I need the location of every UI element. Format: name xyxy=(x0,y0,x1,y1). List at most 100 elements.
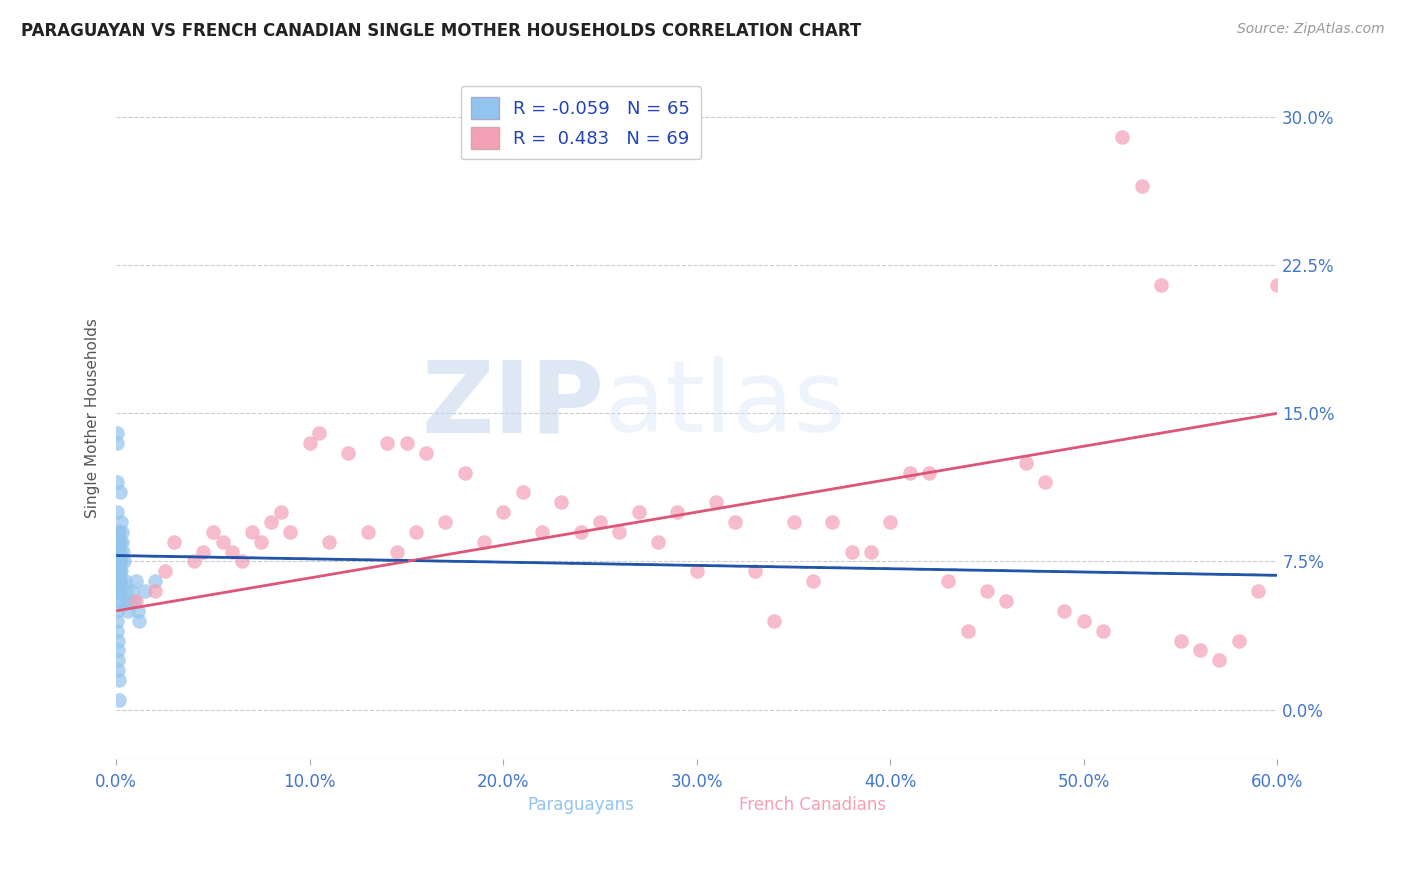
Point xyxy=(1208,653,1230,667)
Point xyxy=(589,515,612,529)
Legend: R = -0.059   N = 65, R =  0.483   N = 69: R = -0.059 N = 65, R = 0.483 N = 69 xyxy=(461,87,700,160)
Point xyxy=(107,554,129,568)
Point xyxy=(107,574,129,589)
Point xyxy=(1188,643,1211,657)
Point xyxy=(724,515,747,529)
Point xyxy=(280,524,302,539)
Point xyxy=(118,594,141,608)
Point xyxy=(107,565,129,579)
Text: atlas: atlas xyxy=(605,356,845,453)
Point xyxy=(107,544,129,558)
Point xyxy=(1092,624,1115,638)
Point xyxy=(879,515,901,529)
Point xyxy=(107,524,129,539)
Point xyxy=(1265,277,1288,292)
Point xyxy=(108,544,131,558)
Point xyxy=(128,614,150,628)
Point xyxy=(405,524,427,539)
Point xyxy=(1130,179,1153,194)
Point xyxy=(108,485,131,500)
Point xyxy=(115,594,138,608)
Point xyxy=(821,515,844,529)
Point xyxy=(153,565,176,579)
Point xyxy=(107,565,129,579)
Point xyxy=(112,544,135,558)
Point xyxy=(395,436,418,450)
Point xyxy=(143,584,166,599)
Text: PARAGUAYAN VS FRENCH CANADIAN SINGLE MOTHER HOUSEHOLDS CORRELATION CHART: PARAGUAYAN VS FRENCH CANADIAN SINGLE MOT… xyxy=(21,22,862,40)
Point xyxy=(763,614,786,628)
Point xyxy=(110,574,132,589)
Point xyxy=(107,554,129,568)
Point xyxy=(318,534,340,549)
Point xyxy=(240,524,263,539)
Point xyxy=(211,534,233,549)
Point xyxy=(260,515,283,529)
Point xyxy=(107,574,129,589)
Point xyxy=(108,554,131,568)
Point xyxy=(1111,129,1133,144)
Point xyxy=(105,425,128,440)
Point xyxy=(666,505,689,519)
Point xyxy=(108,534,131,549)
Point xyxy=(107,633,129,648)
Point xyxy=(107,554,129,568)
Point xyxy=(841,544,863,558)
Point xyxy=(1227,633,1250,648)
Point xyxy=(107,584,129,599)
Point xyxy=(107,565,129,579)
Point xyxy=(1150,277,1173,292)
Point xyxy=(686,565,709,579)
Y-axis label: Single Mother Households: Single Mother Households xyxy=(86,318,100,518)
Point xyxy=(111,524,134,539)
Text: Paraguayans: Paraguayans xyxy=(527,797,634,814)
Point xyxy=(472,534,495,549)
Point xyxy=(108,693,131,707)
Text: Source: ZipAtlas.com: Source: ZipAtlas.com xyxy=(1237,22,1385,37)
Point xyxy=(105,604,128,618)
Point xyxy=(107,574,129,589)
Point xyxy=(163,534,186,549)
Point xyxy=(107,643,129,657)
Point xyxy=(127,604,149,618)
Point xyxy=(108,565,131,579)
Point xyxy=(108,534,131,549)
Point xyxy=(107,594,129,608)
Point xyxy=(107,544,129,558)
Point xyxy=(107,574,129,589)
Point xyxy=(221,544,243,558)
Point xyxy=(107,663,129,677)
Point xyxy=(270,505,292,519)
Point xyxy=(117,604,139,618)
Point xyxy=(918,466,941,480)
Point xyxy=(107,624,129,638)
Point xyxy=(250,534,273,549)
Point xyxy=(1170,633,1192,648)
Point xyxy=(114,574,136,589)
Point xyxy=(107,584,129,599)
Point xyxy=(111,534,134,549)
Point xyxy=(231,554,253,568)
Point xyxy=(627,505,650,519)
Point xyxy=(936,574,959,589)
Point xyxy=(108,574,131,589)
Point xyxy=(121,584,143,599)
Point xyxy=(385,544,408,558)
Point xyxy=(609,524,631,539)
Point xyxy=(108,584,131,599)
Point xyxy=(1073,614,1095,628)
Point xyxy=(108,594,131,608)
Point xyxy=(105,475,128,490)
Point xyxy=(308,425,330,440)
Point xyxy=(569,524,592,539)
Point xyxy=(110,544,132,558)
Point xyxy=(1033,475,1056,490)
Point xyxy=(898,466,921,480)
Point xyxy=(550,495,572,509)
Point xyxy=(107,565,129,579)
Point xyxy=(995,594,1018,608)
Point xyxy=(110,565,132,579)
Point xyxy=(107,544,129,558)
Point xyxy=(105,614,128,628)
Point xyxy=(107,673,129,687)
